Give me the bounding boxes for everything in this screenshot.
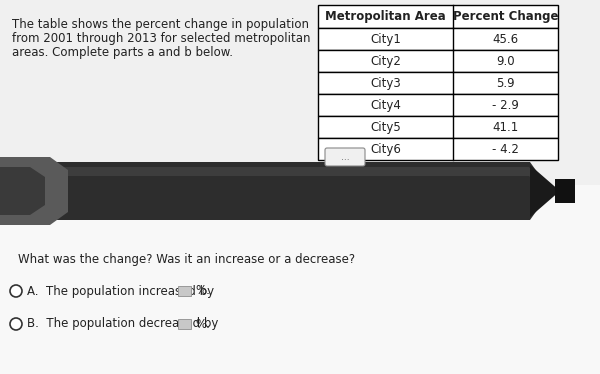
Bar [555, 179, 575, 203]
Text: City2: City2 [370, 55, 401, 67]
Bar [318, 5, 558, 28]
Text: 41.1: 41.1 [493, 120, 518, 134]
Polygon shape [0, 162, 545, 220]
Text: B.  The population decreased by: B. The population decreased by [27, 318, 218, 331]
Text: - 2.9: - 2.9 [492, 98, 519, 111]
Bar [318, 116, 558, 138]
Text: 5.9: 5.9 [496, 77, 515, 89]
Bar [318, 50, 558, 72]
FancyBboxPatch shape [325, 148, 365, 166]
Polygon shape [0, 167, 45, 215]
Text: City5: City5 [70, 210, 97, 220]
Text: areas. Complete parts a and b below.: areas. Complete parts a and b below. [12, 46, 233, 59]
Circle shape [10, 318, 22, 330]
Bar [318, 72, 558, 94]
Bar [318, 138, 558, 160]
Text: A.  The population increased by: A. The population increased by [27, 285, 214, 297]
Bar [0, 185, 600, 374]
Polygon shape [530, 165, 560, 217]
Text: from 2001 through 2013 for selected metropolitan: from 2001 through 2013 for selected metr… [12, 32, 311, 45]
Text: 45.6: 45.6 [493, 33, 518, 46]
Text: City3: City3 [370, 77, 401, 89]
Text: City5: City5 [370, 120, 401, 134]
Bar [318, 94, 558, 116]
Text: 9.0: 9.0 [496, 55, 515, 67]
Text: City4: City4 [370, 98, 401, 111]
Text: %.: %. [196, 318, 210, 331]
Text: ...: ... [341, 153, 349, 162]
Circle shape [10, 285, 22, 297]
Text: Percent Change: Percent Change [453, 10, 558, 23]
Text: City1: City1 [370, 33, 401, 46]
Text: City6: City6 [370, 142, 401, 156]
Polygon shape [0, 167, 543, 189]
Bar [318, 28, 558, 50]
Text: The table shows the percent change in population: The table shows the percent change in po… [12, 18, 309, 31]
Polygon shape [0, 157, 68, 225]
Text: %.: %. [196, 285, 210, 297]
Bar [0, 0, 600, 185]
Bar [178, 319, 191, 329]
Text: Metropolitan Area: Metropolitan Area [325, 10, 446, 23]
Bar [178, 286, 191, 296]
Text: - 4.2: - 4.2 [492, 142, 519, 156]
Text: What was the change? Was it an increase or a decrease?: What was the change? Was it an increase … [18, 253, 355, 266]
